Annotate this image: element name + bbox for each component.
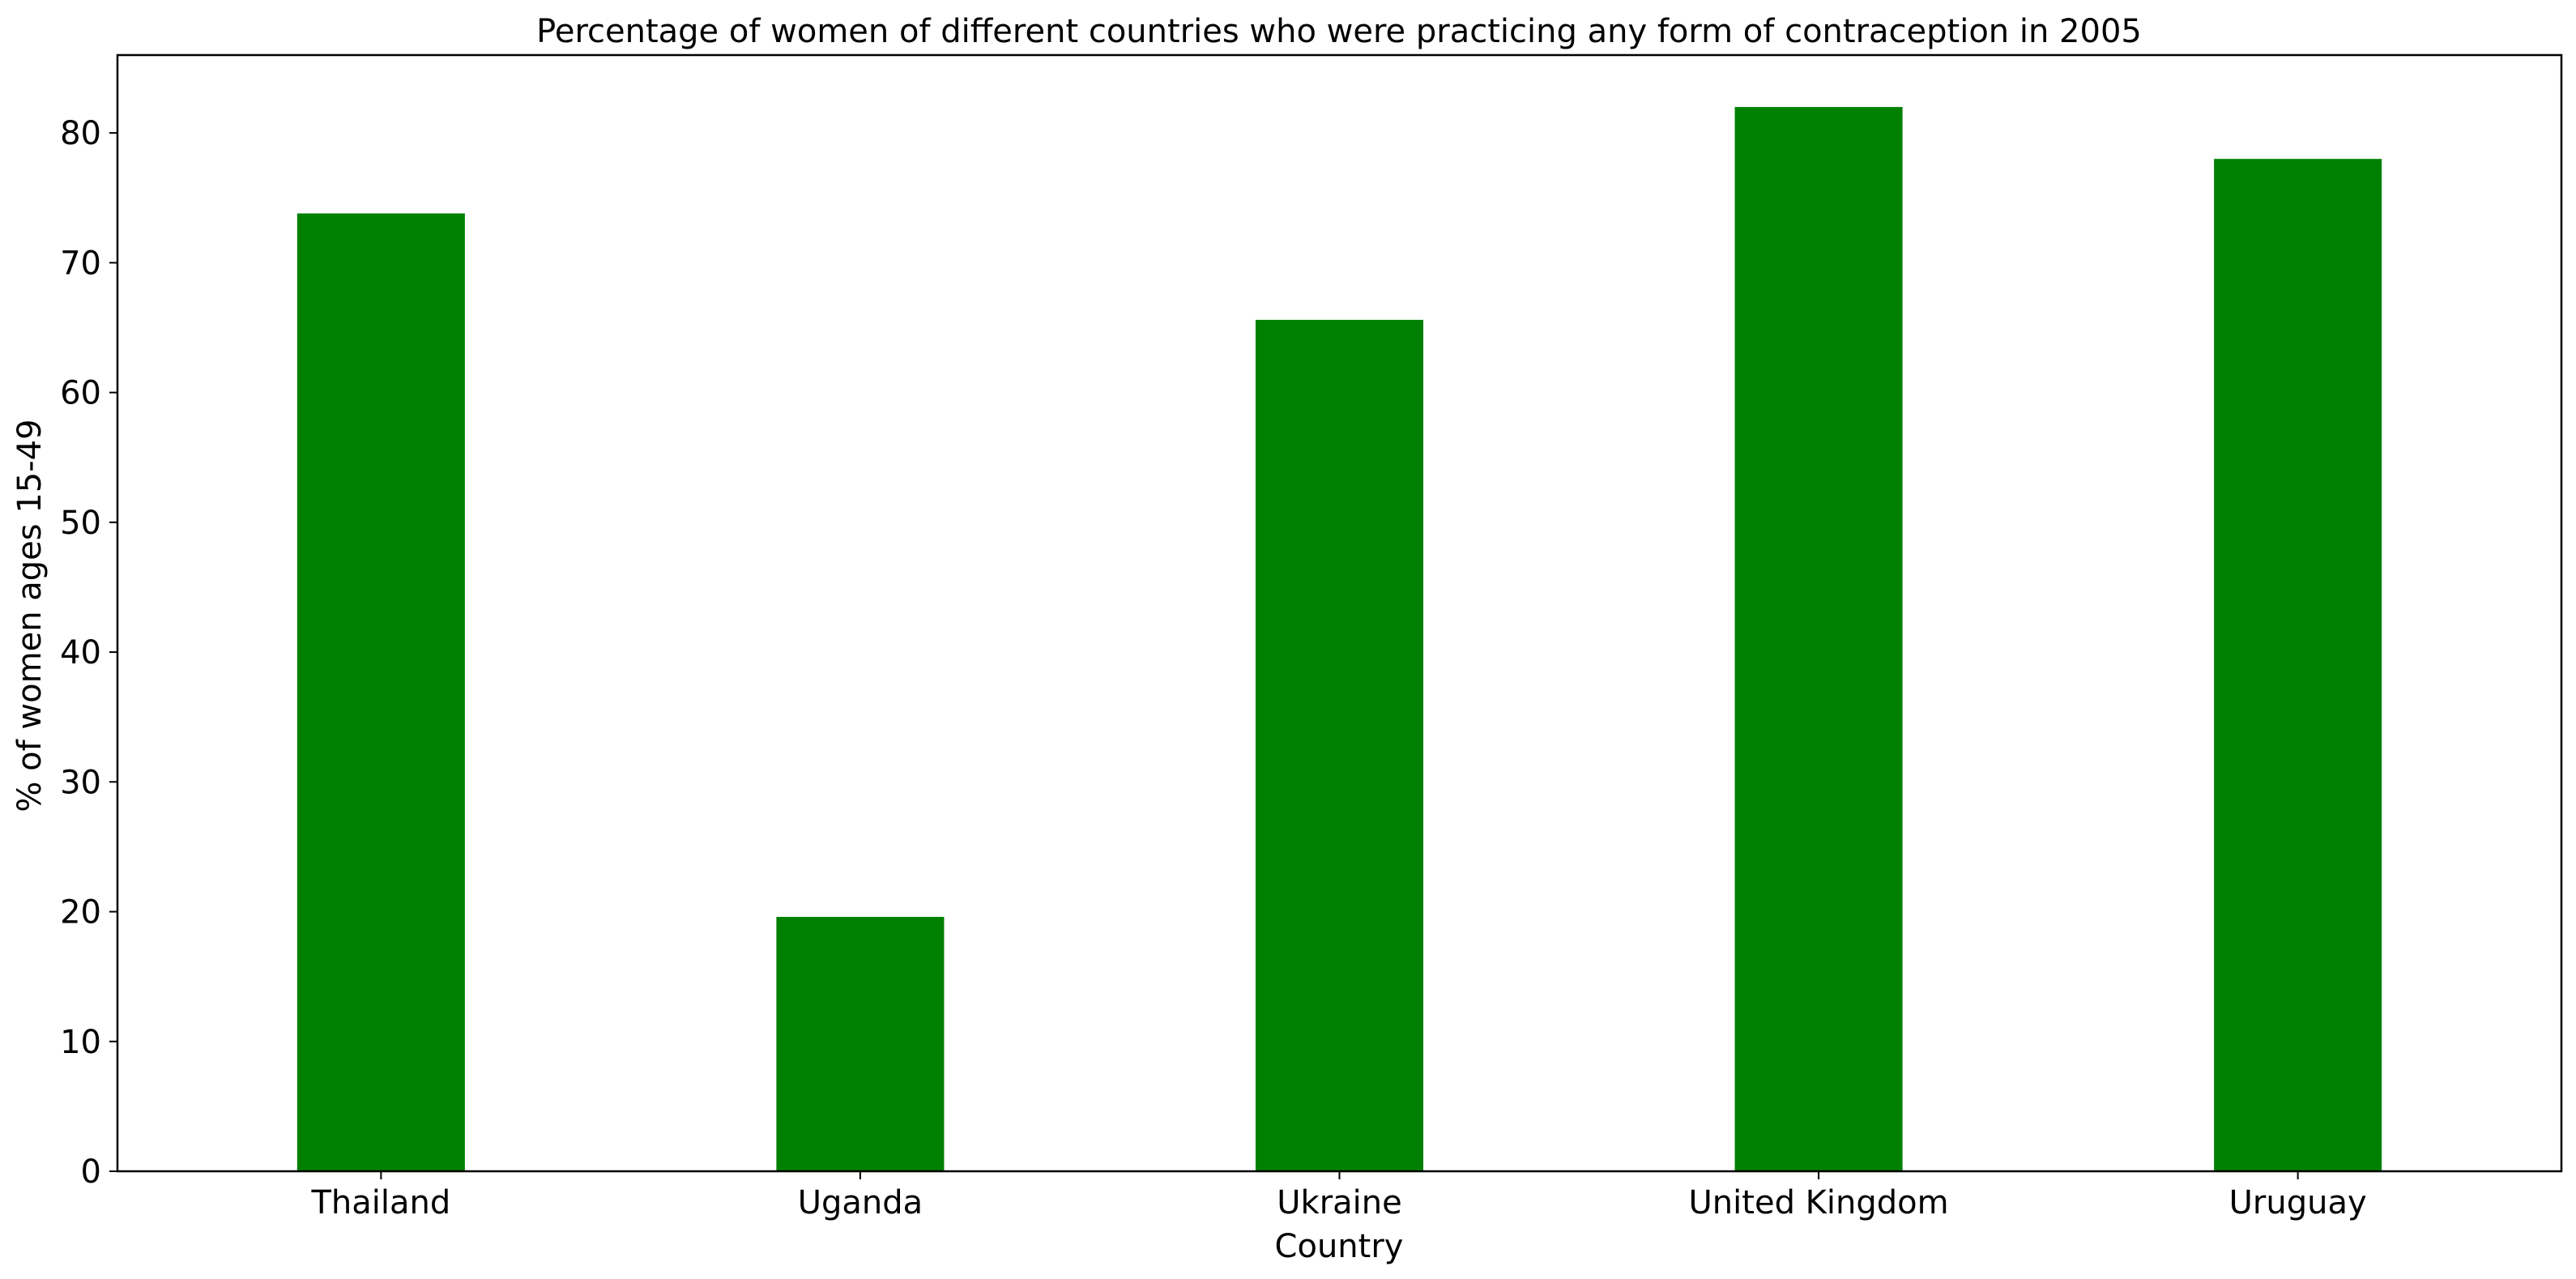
x-axis-ticks: Thailand Uganda Ukraine United Kingdom Urugu… bbox=[310, 1171, 2367, 1221]
y-tick-label: 40 bbox=[60, 634, 101, 671]
y-tick-label: 20 bbox=[60, 894, 101, 932]
x-tick-label: United Kingdom bbox=[1689, 1184, 1949, 1221]
bars-group bbox=[296, 107, 2382, 1172]
y-tick-label: 70 bbox=[60, 245, 101, 282]
y-tick-label: 10 bbox=[60, 1024, 101, 1061]
bar-uganda bbox=[776, 916, 945, 1171]
x-tick-label: Thailand bbox=[310, 1184, 450, 1221]
bar-ukraine bbox=[1255, 319, 1424, 1172]
y-tick-label: 50 bbox=[60, 505, 101, 542]
x-tick-label: Uganda bbox=[798, 1184, 923, 1221]
y-axis-ticks: 0 10 20 30 40 50 60 70 80 bbox=[60, 115, 117, 1191]
bar-united-kingdom bbox=[1734, 107, 1903, 1171]
x-tick-label: Uruguay bbox=[2229, 1184, 2367, 1221]
bar-thailand bbox=[296, 213, 465, 1171]
y-tick-label: 30 bbox=[60, 764, 101, 801]
plot-frame bbox=[116, 53, 2563, 1173]
y-axis-label: % of women ages 15-49 bbox=[11, 419, 49, 812]
x-tick-label: Ukraine bbox=[1277, 1184, 1401, 1221]
chart-title: Percentage of women of different countri… bbox=[536, 13, 2142, 50]
y-tick-label: 80 bbox=[60, 115, 101, 152]
y-tick-label: 0 bbox=[81, 1153, 101, 1191]
x-axis-label: Country bbox=[1275, 1228, 1404, 1265]
bar-uruguay bbox=[2214, 159, 2382, 1172]
y-tick-label: 60 bbox=[60, 375, 101, 412]
